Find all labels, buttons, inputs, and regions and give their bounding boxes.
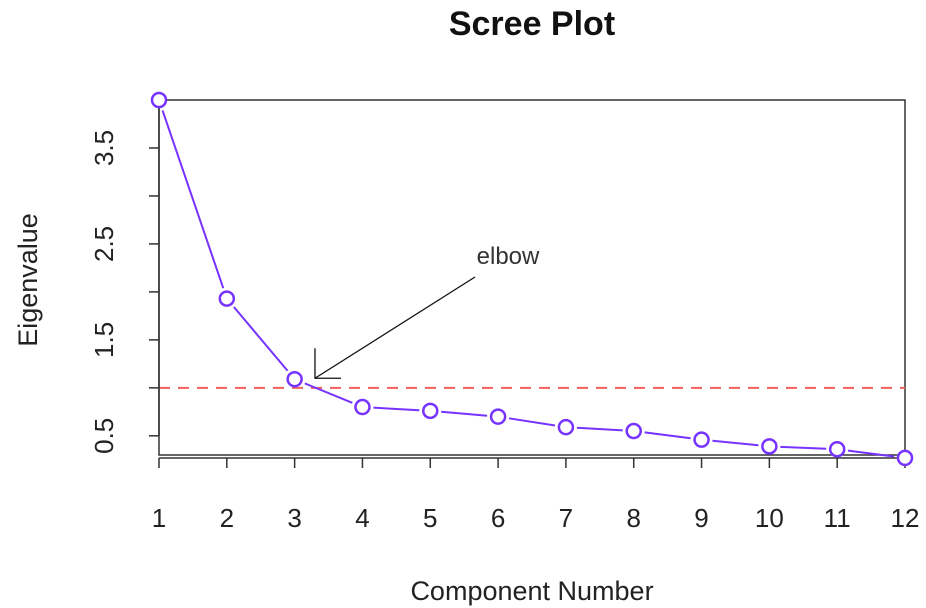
y-tick-label: 1.5 bbox=[89, 322, 119, 358]
data-point bbox=[896, 449, 914, 467]
data-point bbox=[489, 408, 507, 425]
x-tick-label: 11 bbox=[824, 503, 851, 533]
x-tick-label: 10 bbox=[755, 503, 784, 533]
x-tick-label: 6 bbox=[491, 503, 505, 533]
data-point bbox=[761, 438, 778, 455]
data-point bbox=[286, 370, 303, 388]
series-line-segment bbox=[644, 431, 691, 440]
data-point bbox=[828, 440, 846, 458]
x-tick-label: 5 bbox=[423, 503, 437, 533]
x-tick-label: 3 bbox=[287, 503, 301, 533]
x-axis-label: Component Number bbox=[410, 576, 653, 606]
y-tick-label: 2.5 bbox=[89, 226, 119, 262]
series-line-segment bbox=[233, 306, 289, 372]
series-line-segment bbox=[508, 417, 556, 427]
x-tick-label: 4 bbox=[355, 503, 369, 533]
series-line-segment bbox=[576, 426, 623, 432]
x-tick-label: 9 bbox=[694, 503, 708, 533]
x-tick-label: 8 bbox=[626, 503, 640, 533]
series-line-segment bbox=[161, 110, 225, 289]
data-point bbox=[625, 422, 642, 440]
series-line-segment bbox=[304, 382, 353, 404]
data-point bbox=[693, 431, 710, 448]
series-line-segment bbox=[780, 445, 827, 450]
x-tick-label: 2 bbox=[220, 503, 234, 533]
elbow-arrow-head bbox=[314, 348, 341, 379]
data-point bbox=[557, 418, 575, 436]
data-point bbox=[150, 91, 168, 109]
chart-title: Scree Plot bbox=[449, 5, 615, 43]
series-line-segment bbox=[373, 406, 420, 412]
y-axis-label: Eigenvalue bbox=[13, 213, 43, 347]
series-line-segment bbox=[441, 410, 488, 417]
y-tick-label: 3.5 bbox=[89, 130, 119, 166]
data-point bbox=[422, 402, 439, 420]
x-tick-label: 7 bbox=[559, 503, 573, 533]
x-tick-label: 1 bbox=[152, 503, 166, 533]
x-tick-label: 12 bbox=[891, 503, 920, 533]
elbow-arrow-shaft bbox=[314, 276, 476, 379]
series-line-segment bbox=[712, 439, 759, 447]
data-point bbox=[218, 290, 236, 307]
series-line-segment bbox=[847, 449, 895, 458]
data-point bbox=[354, 398, 371, 416]
y-tick-label: 0.5 bbox=[89, 418, 119, 454]
elbow-annotation: elbow bbox=[477, 243, 540, 270]
plot-frame bbox=[158, 99, 906, 456]
